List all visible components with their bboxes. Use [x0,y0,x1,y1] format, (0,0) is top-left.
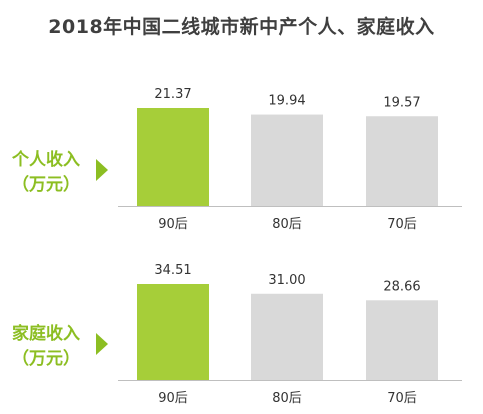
panel-2-arrow-icon [96,333,108,355]
panel-1-category-label-1: 90后 [158,217,188,232]
panel-1-arrow-icon [96,159,108,181]
panel-1-value-label-3: 19.57 [383,95,420,110]
panel-2-bar-2 [251,293,323,380]
panel-2-category-label-1: 90后 [158,391,188,406]
panel-2-bar-3 [366,300,438,380]
panel-2-label-line2: （万元） [12,349,80,369]
panel-2-category-label-3: 70后 [387,391,417,406]
panel-2-bar-1 [137,284,209,380]
panel-1-bar-1 [137,108,209,206]
panel-2-value-label-3: 28.66 [383,279,420,294]
panel-1-value-label-1: 21.37 [154,87,191,102]
chart-title: 2018年中国二线城市新中产个人、家庭收入 [48,16,435,38]
panel-2-value-label-2: 31.00 [268,273,305,288]
panel-2-label-line1: 家庭收入 [12,324,80,344]
panel-1-bar-3 [366,116,438,206]
panel-2-value-label-1: 34.51 [154,263,191,278]
panel-2-label: 家庭收入 （万元） [2,322,90,372]
panel-1-bar-2 [251,114,323,206]
panel-1-category-label-3: 70后 [387,217,417,232]
panel-1-label-line1: 个人收入 [12,150,80,170]
panel-1-value-label-2: 19.94 [268,94,305,109]
panel-1-label: 个人收入 （万元） [2,148,90,198]
panel-1-category-label-2: 80后 [272,217,302,232]
panel-1-label-line2: （万元） [12,175,80,195]
panel-2-category-label-2: 80后 [272,391,302,406]
